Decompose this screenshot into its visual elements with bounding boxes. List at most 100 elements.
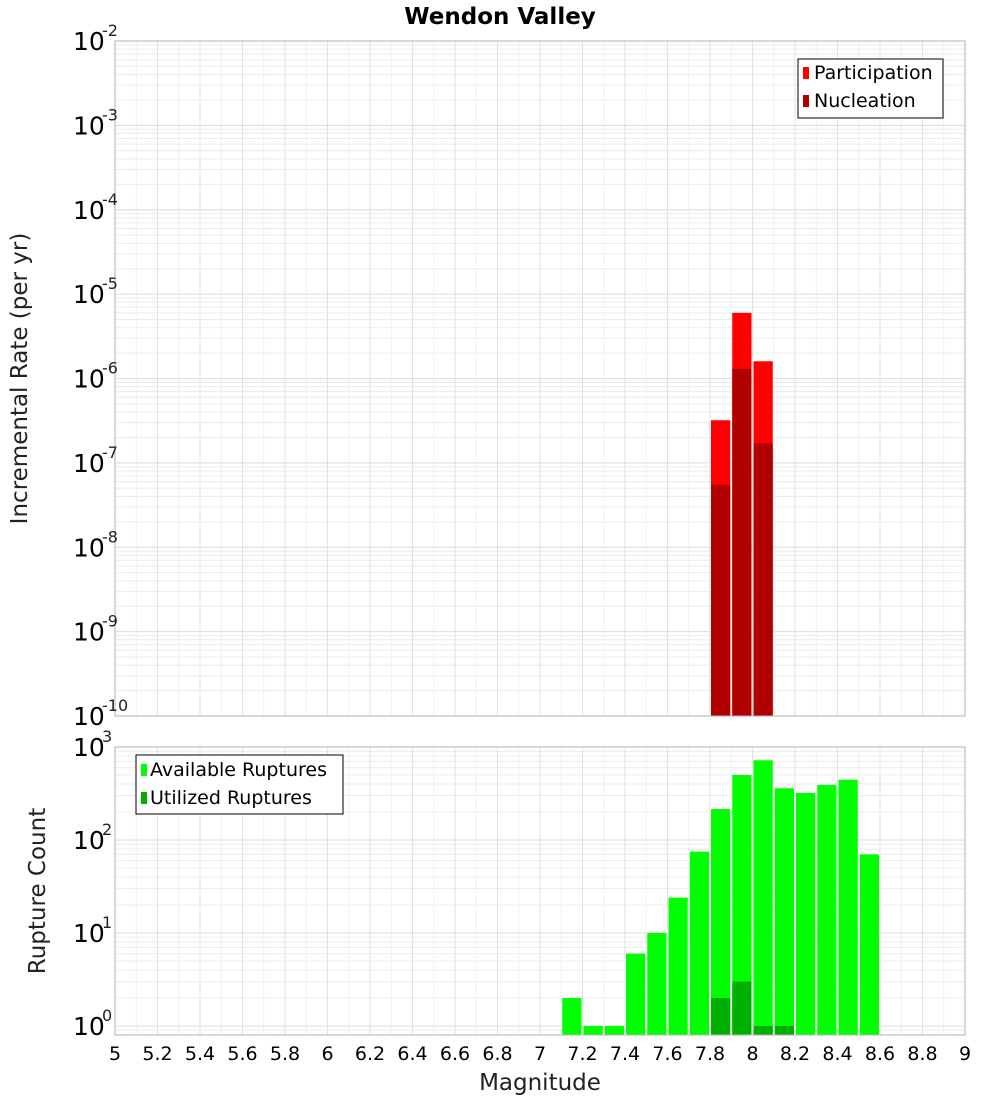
bottom-bar-available-ruptures bbox=[838, 779, 858, 1035]
x-tick-label: 9 bbox=[959, 1043, 971, 1065]
bottom-bar-available-ruptures bbox=[711, 809, 731, 1035]
top-y-tick-base: 10 bbox=[73, 449, 105, 478]
bottom-y-axis-label: Rupture Count bbox=[25, 808, 51, 974]
bottom-bar-utilized-ruptures bbox=[753, 1025, 773, 1035]
bottom-bar-available-ruptures bbox=[753, 760, 773, 1035]
bottom-y-tick-base: 10 bbox=[73, 1012, 105, 1041]
bottom-y-tick-exponent: 3 bbox=[102, 727, 112, 746]
top-plot-frame bbox=[114, 40, 966, 717]
bottom-y-tick-exponent: 2 bbox=[102, 820, 112, 839]
bottom-legend: Available Ruptures Utilized Ruptures bbox=[135, 754, 344, 815]
top-y-tick-label: 10-8 bbox=[73, 527, 118, 562]
x-tick-label: 5.4 bbox=[185, 1043, 215, 1065]
top-y-tick-label: 10-4 bbox=[73, 190, 118, 225]
x-tick-label: 8 bbox=[746, 1043, 758, 1065]
bottom-legend-box bbox=[135, 754, 344, 815]
top-y-tick-exponent: -6 bbox=[102, 359, 118, 378]
bottom-bar-available-ruptures bbox=[774, 788, 794, 1035]
top-y-tick-label: 10-10 bbox=[73, 696, 128, 731]
bottom-bar-available-ruptures bbox=[689, 851, 709, 1035]
x-tick-label: 5 bbox=[109, 1043, 121, 1065]
x-axis-label: Magnitude bbox=[479, 1070, 601, 1096]
top-y-tick-exponent: -4 bbox=[102, 190, 118, 209]
available-ruptures-legend-label: Available Ruptures bbox=[150, 759, 327, 781]
top-legend: Participation Nucleation bbox=[797, 58, 944, 119]
x-tick-label: 8.6 bbox=[865, 1043, 895, 1065]
nucleation-legend-swatch bbox=[803, 95, 809, 107]
x-tick-label: 6.4 bbox=[397, 1043, 427, 1065]
top-y-tick-label: 10-9 bbox=[73, 612, 118, 647]
x-tick-label: 7.2 bbox=[567, 1043, 597, 1065]
top-bar-nucleation bbox=[753, 443, 773, 716]
x-tick-label: 5.2 bbox=[142, 1043, 172, 1065]
bottom-bar-available-ruptures bbox=[859, 854, 879, 1035]
top-y-tick-label: 10-7 bbox=[73, 443, 118, 478]
bottom-y-tick-label: 102 bbox=[73, 820, 112, 855]
bottom-y-tick-label: 100 bbox=[73, 1006, 112, 1041]
bottom-y-tick-base: 10 bbox=[73, 919, 105, 948]
top-y-tick-base: 10 bbox=[73, 280, 105, 309]
available-ruptures-legend-swatch bbox=[141, 764, 147, 776]
top-legend-box bbox=[797, 58, 944, 119]
utilized-ruptures-legend-label: Utilized Ruptures bbox=[150, 787, 312, 809]
participation-legend-label: Participation bbox=[814, 62, 933, 84]
top-y-tick-label: 10-6 bbox=[73, 359, 118, 394]
top-y-tick-base: 10 bbox=[73, 533, 105, 562]
bottom-y-tick-exponent: 0 bbox=[102, 1006, 112, 1025]
top-y-tick-label: 10-2 bbox=[73, 21, 118, 56]
x-tick-label: 6.8 bbox=[482, 1043, 512, 1065]
bottom-y-tick-label: 103 bbox=[73, 727, 112, 762]
bottom-y-tick-exponent: 1 bbox=[102, 913, 112, 932]
bottom-bar-available-ruptures bbox=[732, 774, 752, 1035]
top-y-tick-exponent: -3 bbox=[102, 105, 118, 124]
top-y-tick-exponent: -9 bbox=[102, 612, 118, 631]
bottom-bar-available-ruptures bbox=[604, 1025, 624, 1035]
participation-legend-swatch bbox=[803, 67, 809, 79]
chart-title: Wendon Valley bbox=[404, 4, 596, 30]
bottom-bar-available-ruptures bbox=[817, 785, 837, 1035]
top-y-tick-base: 10 bbox=[73, 365, 105, 394]
x-tick-label: 7.4 bbox=[610, 1043, 640, 1065]
bottom-bar-utilized-ruptures bbox=[732, 981, 752, 1035]
bottom-bar-available-ruptures bbox=[647, 932, 667, 1035]
top-y-tick-exponent: -8 bbox=[102, 527, 118, 546]
utilized-ruptures-legend-swatch bbox=[141, 792, 147, 804]
x-tick-label: 6.6 bbox=[440, 1043, 470, 1065]
top-y-tick-exponent: -5 bbox=[102, 274, 118, 293]
x-tick-label: 5.8 bbox=[270, 1043, 300, 1065]
top-bar-nucleation bbox=[711, 484, 731, 716]
x-tick-label: 6 bbox=[321, 1043, 333, 1065]
bottom-bar-available-ruptures bbox=[796, 793, 816, 1035]
x-tick-label: 7 bbox=[534, 1043, 546, 1065]
bottom-bar-available-ruptures bbox=[583, 1025, 603, 1035]
top-y-tick-base: 10 bbox=[73, 196, 105, 225]
bottom-y-tick-label: 101 bbox=[73, 913, 112, 948]
bottom-bar-utilized-ruptures bbox=[774, 1025, 794, 1035]
top-y-tick-exponent: -10 bbox=[102, 696, 128, 715]
top-y-tick-label: 10-3 bbox=[73, 105, 118, 140]
bottom-y-tick-base: 10 bbox=[73, 733, 105, 762]
x-tick-label: 6.2 bbox=[355, 1043, 385, 1065]
bottom-y-tick-base: 10 bbox=[73, 826, 105, 855]
top-y-tick-label: 10-5 bbox=[73, 274, 118, 309]
bottom-bar-available-ruptures bbox=[562, 997, 582, 1035]
bottom-bar-available-ruptures bbox=[626, 953, 646, 1035]
top-y-axis-label: Incremental Rate (per yr) bbox=[7, 233, 33, 525]
top-y-tick-base: 10 bbox=[73, 27, 105, 56]
bottom-bar-utilized-ruptures bbox=[711, 997, 731, 1035]
x-tick-label: 7.6 bbox=[652, 1043, 682, 1065]
top-y-tick-base: 10 bbox=[73, 111, 105, 140]
nucleation-legend-label: Nucleation bbox=[814, 90, 916, 112]
bottom-bar-available-ruptures bbox=[668, 897, 688, 1035]
x-tick-label: 5.6 bbox=[227, 1043, 257, 1065]
x-tick-label: 8.8 bbox=[907, 1043, 937, 1065]
x-tick-label: 8.4 bbox=[822, 1043, 852, 1065]
bottom-plot-frame bbox=[114, 746, 966, 1036]
x-tick-label: 8.2 bbox=[780, 1043, 810, 1065]
x-axis: 5 5.2 5.4 5.6 5.8 6 6.2 6.4 6.6 6.8 7 7.2 7.4 7.6 7.8 8… bbox=[109, 1043, 971, 1065]
top-y-tick-base: 10 bbox=[73, 702, 105, 731]
top-bar-nucleation bbox=[732, 368, 752, 716]
x-tick-label: 7.8 bbox=[695, 1043, 725, 1065]
